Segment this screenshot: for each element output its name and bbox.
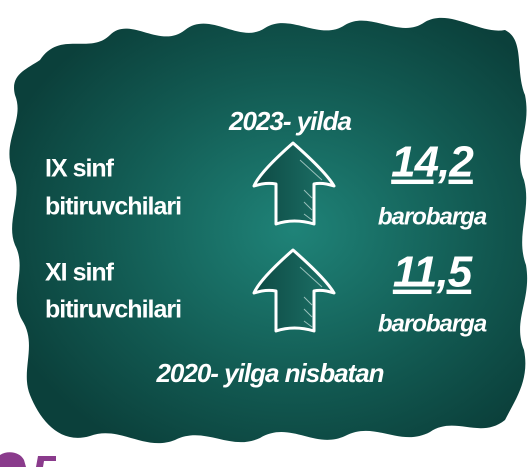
background-blob [9,17,528,444]
top-caption: 2023- yilda [228,106,352,136]
corner-decoration [0,452,56,467]
row-unit: barobarga [378,310,487,337]
row-label: XI sinf [45,259,115,287]
row-label: IX sinf [45,155,115,183]
row-value: 11,5 [393,248,473,297]
row-label: bitiruvchilari [45,296,181,324]
row-value: 14,2 [391,138,474,187]
arrow-icon [252,248,336,333]
arrow-icon [252,141,336,226]
bottom-caption: 2020- yilga nisbatan [155,358,383,388]
row-unit: barobarga [378,203,487,230]
row-label: bitiruvchilari [45,193,181,221]
